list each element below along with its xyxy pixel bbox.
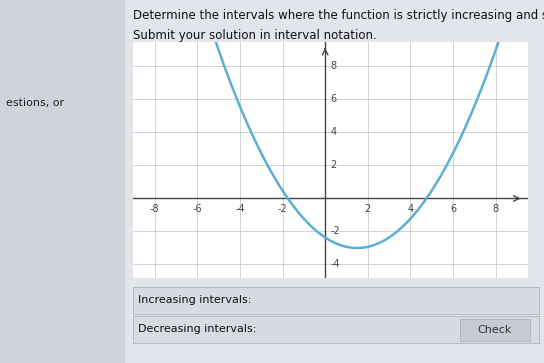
Text: 6: 6: [331, 94, 337, 105]
Text: 2: 2: [331, 160, 337, 171]
Text: Submit your solution in interval notation.: Submit your solution in interval notatio…: [133, 29, 377, 42]
Text: 6: 6: [450, 204, 456, 214]
Text: -6: -6: [193, 204, 202, 214]
Text: 4: 4: [407, 204, 413, 214]
Text: 2: 2: [364, 204, 371, 214]
Text: -4: -4: [235, 204, 245, 214]
Text: 4: 4: [331, 127, 337, 138]
Text: Determine the intervals where the function is strictly increasing and strictly d: Determine the intervals where the functi…: [133, 9, 544, 22]
Text: -8: -8: [150, 204, 159, 214]
Text: 8: 8: [331, 61, 337, 72]
Text: Check: Check: [478, 325, 512, 335]
Text: -2: -2: [331, 227, 340, 237]
Text: -4: -4: [331, 260, 340, 269]
Text: estions, or: estions, or: [7, 98, 64, 108]
Text: Increasing intervals:: Increasing intervals:: [138, 295, 251, 305]
Text: -2: -2: [277, 204, 287, 214]
Text: 8: 8: [493, 204, 499, 214]
Text: Decreasing intervals:: Decreasing intervals:: [138, 325, 257, 334]
